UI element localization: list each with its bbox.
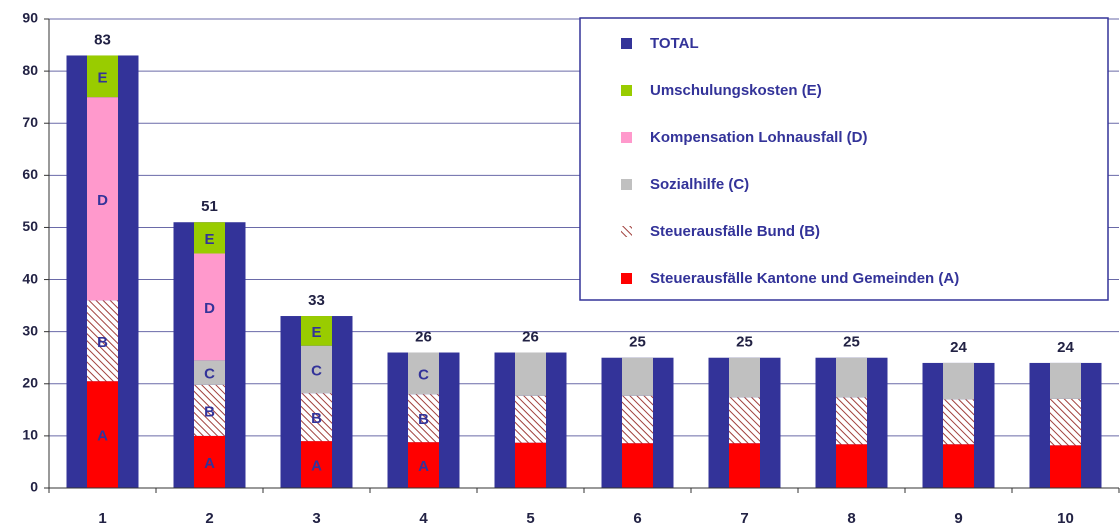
x-tick-label: 7 <box>740 510 748 527</box>
x-tick-label: 4 <box>419 510 428 527</box>
total-label: 25 <box>629 334 646 351</box>
segment-label: E <box>311 324 321 341</box>
y-tick-label: 80 <box>22 62 38 78</box>
segment <box>1050 445 1081 488</box>
segment-label: A <box>418 458 429 475</box>
legend-box <box>579 17 1109 301</box>
segment <box>836 444 867 488</box>
legend-label: TOTAL <box>650 35 699 52</box>
x-tick-label: 2 <box>205 510 213 527</box>
segment-label: D <box>97 192 108 209</box>
total-label: 25 <box>843 334 860 351</box>
total-label: 25 <box>736 334 753 351</box>
y-tick-label: 10 <box>22 427 38 443</box>
segment-label: B <box>418 411 429 428</box>
segment <box>622 357 653 396</box>
segment <box>1050 362 1081 399</box>
y-tick-label: 30 <box>22 322 38 338</box>
segment <box>87 381 118 488</box>
legend-label: Steuerausfälle Kantone und Gemeinden (A) <box>650 270 959 287</box>
segment <box>301 316 332 346</box>
segment <box>87 300 118 382</box>
segment <box>194 222 225 254</box>
legend-swatch <box>621 179 632 190</box>
segment-label: C <box>311 362 322 379</box>
segment <box>301 393 332 442</box>
legend-swatch <box>621 85 632 96</box>
segment <box>1050 398 1081 446</box>
x-tick-label: 8 <box>847 510 855 527</box>
segment-label: B <box>204 403 215 420</box>
x-tick-label: 9 <box>954 510 962 527</box>
segment <box>194 360 225 385</box>
y-tick-label: 70 <box>22 114 38 130</box>
x-tick-label: 10 <box>1057 510 1074 527</box>
legend-swatch <box>621 273 632 284</box>
segment <box>622 443 653 488</box>
segment <box>301 441 332 488</box>
legend-swatch <box>621 38 632 49</box>
x-tick-label: 3 <box>312 510 320 527</box>
total-label: 26 <box>522 328 539 345</box>
total-label: 51 <box>201 198 218 215</box>
x-tick-label: 1 <box>98 510 106 527</box>
y-tick-label: 50 <box>22 218 38 234</box>
segment <box>943 399 974 445</box>
segment <box>515 442 546 488</box>
segment <box>408 442 439 488</box>
segment <box>836 397 867 445</box>
segment-label: B <box>97 334 108 351</box>
y-tick-label: 40 <box>22 270 38 286</box>
total-label: 33 <box>308 292 325 309</box>
segment <box>729 357 760 398</box>
segment <box>301 345 332 394</box>
y-tick-label: 60 <box>22 166 38 182</box>
segment-label: E <box>97 69 107 86</box>
legend-label: Umschulungskosten (E) <box>650 82 822 99</box>
segment <box>408 352 439 395</box>
segment <box>194 384 225 436</box>
segment <box>729 397 760 444</box>
segment-label: A <box>311 458 322 475</box>
segment-label: E <box>204 231 214 248</box>
legend-swatch <box>621 226 632 237</box>
segment <box>836 357 867 398</box>
total-label: 26 <box>415 328 432 345</box>
segment <box>943 444 974 488</box>
segment-label: A <box>97 428 108 445</box>
segment-label: A <box>204 455 215 472</box>
y-tick-label: 20 <box>22 374 38 390</box>
segment <box>408 394 439 443</box>
segment <box>622 395 653 444</box>
legend-label: Kompensation Lohnausfall (D) <box>650 129 868 146</box>
segment-label: C <box>204 366 215 383</box>
total-label: 24 <box>1057 339 1074 356</box>
segment <box>515 352 546 396</box>
x-tick-label: 5 <box>526 510 534 527</box>
legend-label: Steuerausfälle Bund (B) <box>650 223 820 240</box>
total-label: 24 <box>950 339 967 356</box>
segment-label: D <box>204 300 215 317</box>
legend-label: Sozialhilfe (C) <box>650 176 749 193</box>
segment <box>194 253 225 361</box>
segment <box>87 55 118 98</box>
segment <box>515 395 546 443</box>
segment-label: B <box>311 410 322 427</box>
y-tick-label: 0 <box>30 479 38 495</box>
y-tick-label: 90 <box>22 10 38 26</box>
segment <box>729 443 760 488</box>
x-tick-label: 6 <box>633 510 641 527</box>
total-label: 83 <box>94 31 111 48</box>
segment <box>943 362 974 400</box>
segment <box>87 97 118 301</box>
segment-label: C <box>418 366 429 383</box>
legend-swatch <box>621 132 632 143</box>
segment <box>194 435 225 488</box>
